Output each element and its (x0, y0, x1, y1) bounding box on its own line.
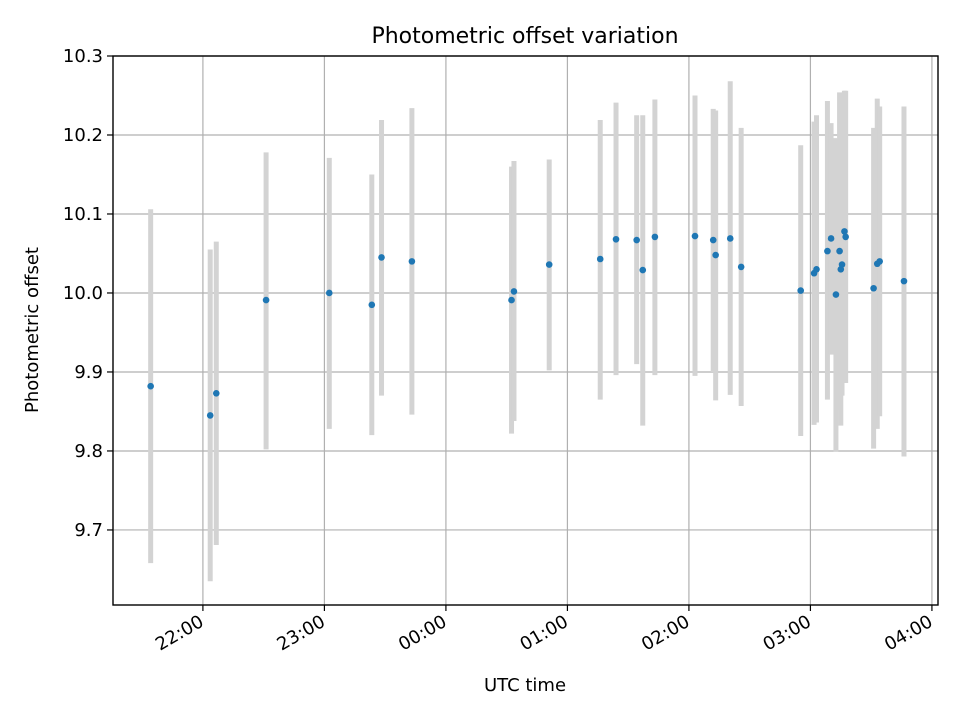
data-point (836, 247, 843, 255)
data-point (508, 296, 515, 304)
data-point (510, 288, 518, 295)
y-tick-label: 10.3 (63, 46, 103, 67)
data-point (726, 235, 734, 242)
data-point (900, 277, 908, 285)
y-tick-label: 9.8 (74, 441, 103, 462)
data-point (212, 389, 220, 397)
x-tick-label: 23:00 (273, 611, 328, 655)
data-point (841, 228, 848, 235)
data-point (378, 254, 385, 261)
y-axis-label: Photometric offset (22, 247, 43, 413)
x-tick-label: 22:00 (152, 611, 207, 655)
y-tick-label: 9.7 (74, 520, 103, 541)
data-point (813, 265, 820, 273)
data-point (797, 287, 805, 294)
data-point (633, 236, 640, 244)
y-tick-label: 9.9 (74, 362, 103, 383)
data-point (737, 263, 745, 271)
error-bars (148, 81, 907, 582)
data-point (827, 235, 835, 242)
y-tick-label: 10.0 (63, 283, 103, 304)
y-tick-label: 10.1 (63, 204, 103, 225)
data-point (147, 382, 154, 390)
data-point (639, 266, 647, 274)
data-point (709, 236, 717, 244)
data-point (691, 232, 699, 240)
data-point (262, 296, 270, 304)
data-point (870, 284, 877, 292)
data-point (651, 233, 659, 241)
x-axis-ticks: 22:00 23:00 00:00 01:00 02:00 03:00 04:00 (152, 605, 936, 655)
data-point (325, 289, 333, 297)
x-tick-label: 04:00 (881, 611, 936, 655)
data-point (368, 301, 376, 309)
plot-frame (112, 55, 939, 606)
data-point (408, 258, 416, 265)
data-point (612, 235, 620, 243)
data-point (712, 251, 719, 259)
data-point (876, 258, 883, 265)
x-axis-label: UTC time (484, 675, 566, 696)
x-tick-label: 00:00 (395, 611, 450, 655)
data-point (832, 291, 840, 298)
y-axis-ticks: 9.7 9.8 9.9 10.0 10.1 10.2 10.3 (63, 46, 113, 541)
data-point (206, 412, 214, 419)
x-tick-label: 03:00 (759, 611, 814, 655)
x-tick-label: 01:00 (516, 611, 571, 655)
data-point (545, 261, 553, 268)
data-point (842, 233, 849, 241)
data-point (824, 247, 831, 255)
data-point (596, 255, 604, 263)
data-points (147, 228, 908, 419)
y-tick-label: 10.2 (63, 125, 103, 146)
chart-title: Photometric offset variation (371, 24, 678, 49)
x-tick-label: 02:00 (638, 611, 693, 655)
data-point (838, 261, 846, 268)
